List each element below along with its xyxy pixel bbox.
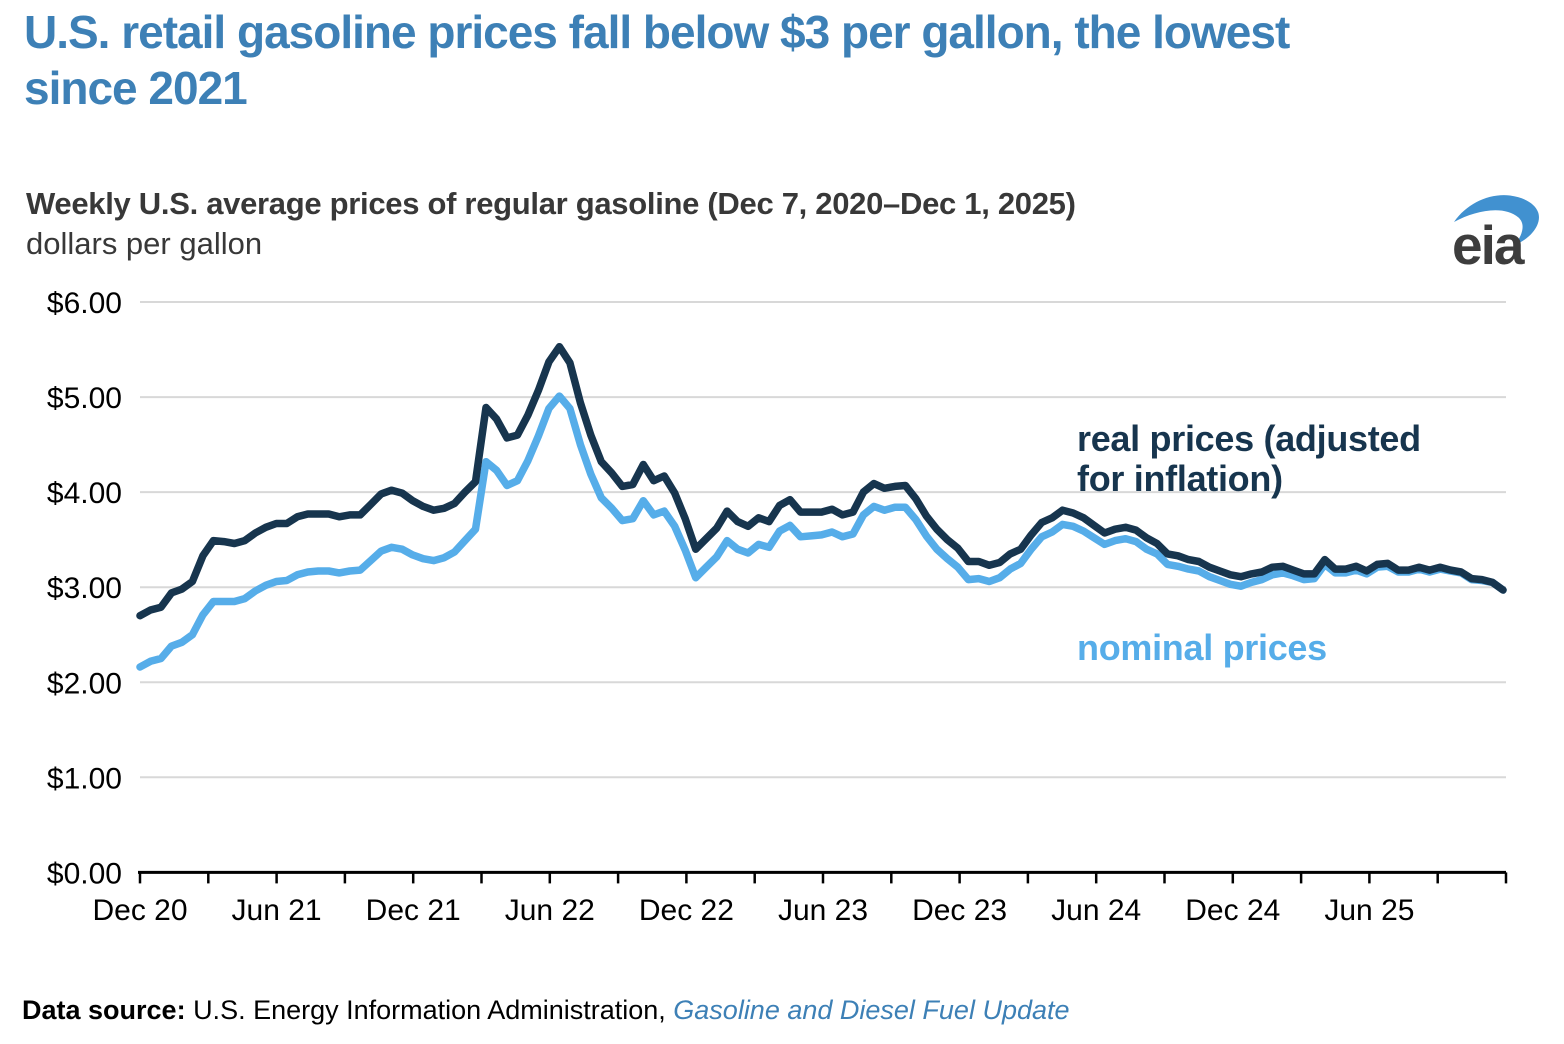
data-source-line: Data source: U.S. Energy Information Adm… bbox=[22, 995, 1070, 1026]
data-source-prefix: Data source: bbox=[22, 995, 194, 1025]
x-axis-label: Dec 24 bbox=[1185, 894, 1280, 927]
data-source-agency: U.S. Energy Information Administration, bbox=[193, 995, 674, 1025]
real-prices-label-line-1: real prices (adjusted bbox=[1077, 418, 1421, 459]
page-title-line-2: since 2021 bbox=[24, 62, 248, 114]
y-axis-label: $5.00 bbox=[47, 382, 122, 415]
y-axis-label: $1.00 bbox=[47, 762, 122, 795]
x-axis-label: Dec 22 bbox=[639, 894, 734, 927]
real-prices-label-line-2: for inflation) bbox=[1077, 458, 1283, 499]
y-axis-label: $6.00 bbox=[47, 287, 122, 320]
eia-logo: eia bbox=[1446, 190, 1558, 276]
x-axis-label: Dec 21 bbox=[366, 894, 461, 927]
y-axis-label: $3.00 bbox=[47, 572, 122, 605]
x-axis-label: Dec 23 bbox=[912, 894, 1007, 927]
page-title: U.S. retail gasoline prices fall below $… bbox=[24, 4, 1554, 116]
chart-subtitle: Weekly U.S. average prices of regular ga… bbox=[26, 186, 1076, 221]
eia-logo-graphic: eia bbox=[1452, 195, 1539, 276]
chart-units-label: dollars per gallon bbox=[26, 226, 263, 261]
x-axis-label: Jun 25 bbox=[1324, 894, 1414, 927]
y-axis-label: $4.00 bbox=[47, 477, 122, 510]
x-axis-label: Dec 20 bbox=[92, 894, 187, 927]
nominal-prices-line bbox=[136, 392, 1507, 671]
gasoline-price-line-chart: $0.00 $1.00 $2.00 $3.00 $4.00 $5.00 $6.00 Dec 2… bbox=[47, 287, 1508, 927]
real-prices-series-label: real prices (adjusted for inflation) bbox=[1077, 419, 1421, 499]
x-axis-label: Jun 23 bbox=[778, 894, 868, 927]
real-prices-line bbox=[136, 342, 1507, 620]
x-axis-label: Jun 22 bbox=[505, 894, 595, 927]
y-axis-label: $0.00 bbox=[47, 857, 122, 890]
x-axis-label: Jun 24 bbox=[1051, 894, 1141, 927]
y-axis-label: $2.00 bbox=[47, 667, 122, 700]
data-source-link[interactable]: Gasoline and Diesel Fuel Update bbox=[673, 995, 1070, 1025]
x-axis-label: Jun 21 bbox=[232, 894, 322, 927]
page-title-line-1: U.S. retail gasoline prices fall below $… bbox=[24, 6, 1290, 58]
nominal-prices-series-label: nominal prices bbox=[1077, 627, 1327, 668]
eia-logo-text: eia bbox=[1452, 214, 1525, 276]
eia-swoosh-icon bbox=[1454, 195, 1539, 245]
